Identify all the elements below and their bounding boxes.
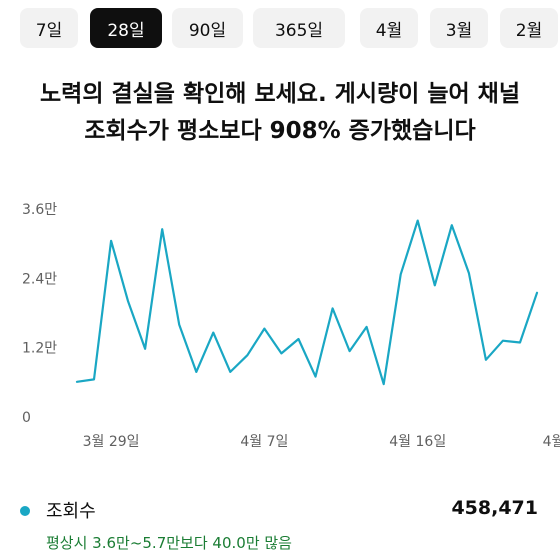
views-legend: 조회수 458,471 bbox=[20, 497, 540, 523]
data-point[interactable] bbox=[533, 289, 541, 297]
tab-march[interactable]: 3월 bbox=[430, 8, 488, 48]
data-point[interactable] bbox=[431, 281, 439, 289]
y-tick-label: 2.4만 bbox=[22, 271, 57, 287]
period-tabs: 7일 28일 90일 365일 4월 3월 2월 bbox=[20, 8, 560, 48]
data-point[interactable] bbox=[329, 304, 337, 312]
tab-april[interactable]: 4월 bbox=[360, 8, 418, 48]
data-point[interactable] bbox=[90, 375, 98, 383]
data-point[interactable] bbox=[124, 297, 132, 305]
data-point[interactable] bbox=[73, 378, 81, 386]
data-point[interactable] bbox=[414, 217, 422, 225]
data-point[interactable] bbox=[448, 221, 456, 229]
tab-february[interactable]: 2월 bbox=[500, 8, 558, 48]
data-point[interactable] bbox=[312, 373, 320, 381]
data-point[interactable] bbox=[380, 380, 388, 388]
headline-line-2: 조회수가 평소보다 908% 증가했습니다 bbox=[84, 118, 476, 144]
headline-line-1: 노력의 결실을 확인해 보세요. 게시량이 늘어 채널 bbox=[40, 81, 520, 107]
tab-90-days[interactable]: 90일 bbox=[172, 8, 243, 48]
y-tick-label: 1.2만 bbox=[22, 341, 57, 357]
data-point[interactable] bbox=[397, 270, 405, 278]
data-point[interactable] bbox=[243, 351, 251, 359]
data-point[interactable] bbox=[260, 325, 268, 333]
data-point[interactable] bbox=[175, 321, 183, 329]
data-point[interactable] bbox=[499, 337, 507, 345]
y-tick-label: 3.6만 bbox=[22, 202, 57, 218]
x-tick-label: 3월 29일 bbox=[83, 434, 140, 450]
data-point[interactable] bbox=[158, 225, 166, 233]
data-point[interactable] bbox=[209, 329, 217, 337]
data-point[interactable] bbox=[516, 339, 524, 347]
series-line-views[interactable] bbox=[75, 219, 539, 386]
tab-365-days[interactable]: 365일 bbox=[253, 8, 345, 48]
data-point[interactable] bbox=[192, 368, 200, 376]
data-point[interactable] bbox=[482, 356, 490, 364]
x-tick-label: 4월 7일 bbox=[240, 434, 288, 450]
data-point[interactable] bbox=[141, 345, 149, 353]
x-tick-label: 4월 16일 bbox=[389, 434, 446, 450]
comparison-note: 평상시 3.6만~5.7만보다 40.0만 많음 bbox=[46, 534, 292, 552]
data-point[interactable] bbox=[107, 237, 115, 245]
series-label: 조회수 bbox=[46, 501, 96, 522]
data-point[interactable] bbox=[363, 323, 371, 331]
x-tick-label: 4월 25일 bbox=[543, 434, 560, 450]
y-tick-label: 0 bbox=[22, 410, 31, 426]
views-line-chart: 0 1.2만 2.4만 3.6만 3월 29일 4월 7일 4월 16일 4월 25일 bbox=[22, 202, 560, 450]
data-point[interactable] bbox=[277, 349, 285, 357]
data-point[interactable] bbox=[295, 335, 303, 343]
data-point[interactable] bbox=[346, 347, 354, 355]
tab-28-days[interactable]: 28일 bbox=[90, 8, 162, 48]
tab-7-days[interactable]: 7일 bbox=[20, 8, 78, 48]
views-total: 458,471 bbox=[451, 497, 538, 519]
data-point[interactable] bbox=[465, 269, 473, 277]
series-color-dot bbox=[20, 506, 30, 516]
data-point[interactable] bbox=[226, 368, 234, 376]
insight-headline: 노력의 결실을 확인해 보세요. 게시량이 늘어 채널 조회수가 평소보다 90… bbox=[0, 76, 560, 150]
